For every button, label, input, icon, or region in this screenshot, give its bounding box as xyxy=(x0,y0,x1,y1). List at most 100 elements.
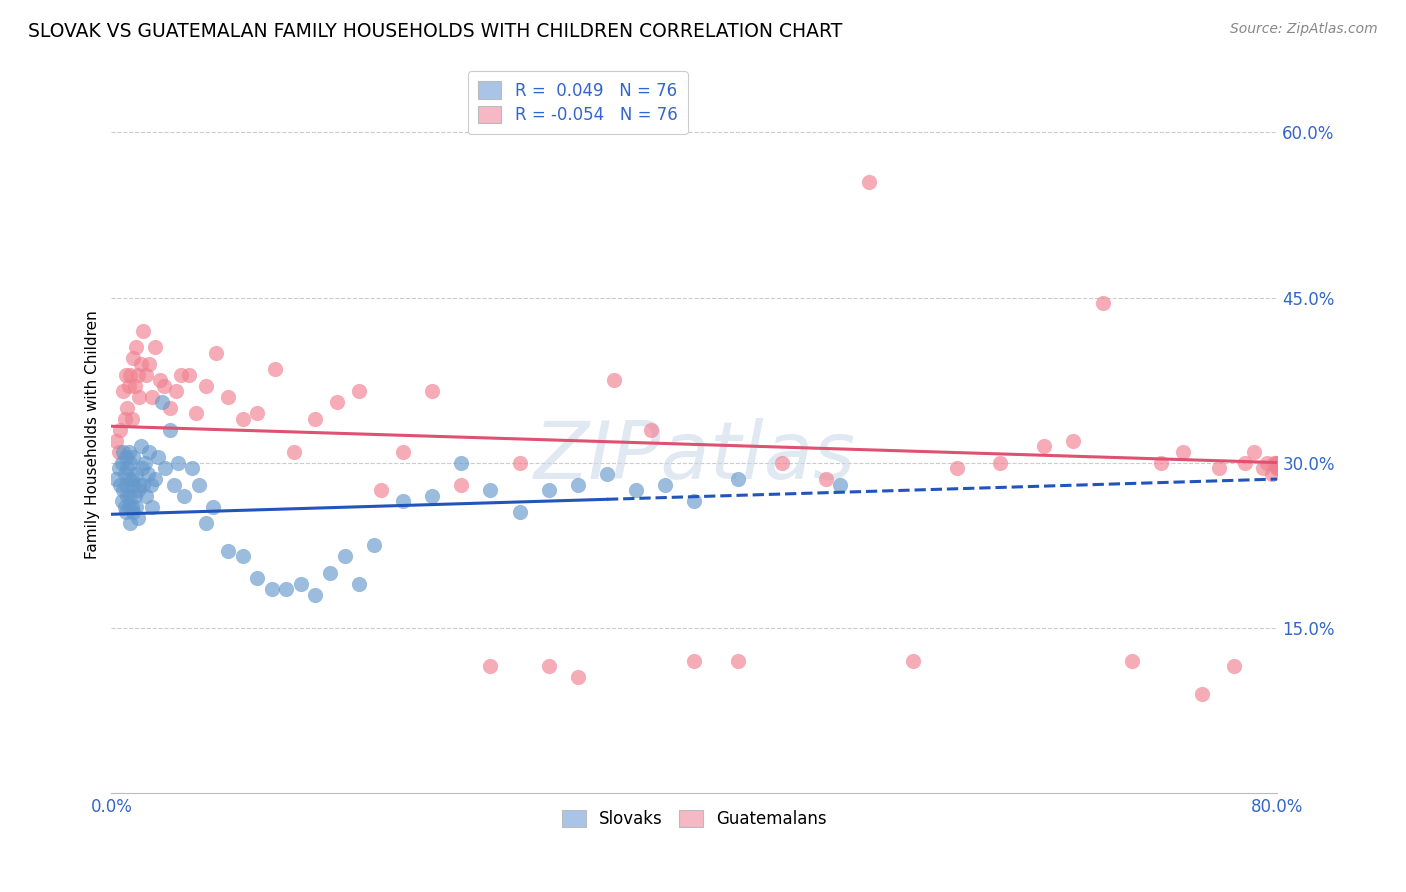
Point xyxy=(121,472,143,486)
Point xyxy=(1191,687,1213,701)
Point xyxy=(117,401,139,415)
Point xyxy=(107,461,129,475)
Point xyxy=(117,489,139,503)
Point xyxy=(1208,461,1230,475)
Point xyxy=(122,477,145,491)
Point xyxy=(333,549,356,563)
Point xyxy=(263,362,285,376)
Point xyxy=(135,489,157,503)
Point xyxy=(290,576,312,591)
Point xyxy=(683,494,706,508)
Point xyxy=(537,659,560,673)
Point xyxy=(114,467,136,481)
Point xyxy=(115,505,138,519)
Point xyxy=(118,500,141,514)
Point xyxy=(1251,461,1274,475)
Point xyxy=(114,411,136,425)
Legend: Slovaks, Guatemalans: Slovaks, Guatemalans xyxy=(555,803,834,834)
Point xyxy=(167,456,190,470)
Point xyxy=(1267,456,1289,470)
Point xyxy=(152,395,174,409)
Point xyxy=(683,654,706,668)
Point xyxy=(117,461,139,475)
Point xyxy=(246,571,269,585)
Point xyxy=(479,659,502,673)
Point xyxy=(139,477,162,491)
Y-axis label: Family Households with Children: Family Households with Children xyxy=(86,310,100,559)
Point xyxy=(163,477,186,491)
Point xyxy=(124,378,146,392)
Point xyxy=(118,378,141,392)
Point xyxy=(122,505,145,519)
Point xyxy=(319,566,342,580)
Point xyxy=(420,384,443,398)
Point xyxy=(114,500,136,514)
Point xyxy=(1267,461,1289,475)
Point xyxy=(112,483,135,497)
Point xyxy=(110,456,132,470)
Point xyxy=(120,516,142,530)
Point xyxy=(138,444,160,458)
Point xyxy=(138,357,160,371)
Point xyxy=(125,500,148,514)
Point xyxy=(112,444,135,458)
Point xyxy=(567,670,589,684)
Point xyxy=(858,175,880,189)
Point xyxy=(640,423,662,437)
Point xyxy=(132,324,155,338)
Point xyxy=(363,538,385,552)
Point xyxy=(770,456,793,470)
Point xyxy=(120,456,142,470)
Text: ZIPatlas: ZIPatlas xyxy=(533,417,855,495)
Point xyxy=(110,494,132,508)
Point xyxy=(132,477,155,491)
Point xyxy=(1091,296,1114,310)
Point xyxy=(814,472,837,486)
Point xyxy=(392,444,415,458)
Point xyxy=(118,444,141,458)
Point xyxy=(112,384,135,398)
Point xyxy=(304,588,326,602)
Point xyxy=(1243,444,1265,458)
Point xyxy=(128,477,150,491)
Point xyxy=(131,461,153,475)
Point xyxy=(1062,434,1084,448)
Point xyxy=(283,444,305,458)
Point xyxy=(1260,467,1282,481)
Point xyxy=(326,395,349,409)
Point xyxy=(479,483,502,497)
Point xyxy=(205,345,228,359)
Point xyxy=(115,450,138,464)
Point xyxy=(1150,456,1173,470)
Point xyxy=(232,411,254,425)
Point xyxy=(624,483,647,497)
Point xyxy=(177,368,200,382)
Point xyxy=(129,357,152,371)
Point xyxy=(567,477,589,491)
Point xyxy=(153,378,176,392)
Point xyxy=(170,368,193,382)
Point xyxy=(184,406,207,420)
Point xyxy=(1171,444,1194,458)
Text: Source: ZipAtlas.com: Source: ZipAtlas.com xyxy=(1230,22,1378,37)
Point xyxy=(120,368,142,382)
Point xyxy=(104,434,127,448)
Point xyxy=(450,477,472,491)
Point xyxy=(122,351,145,365)
Point xyxy=(107,444,129,458)
Point xyxy=(115,477,138,491)
Point xyxy=(1033,439,1056,453)
Point xyxy=(1267,461,1289,475)
Point xyxy=(165,384,187,398)
Point xyxy=(118,472,141,486)
Point xyxy=(246,406,269,420)
Point xyxy=(148,373,170,387)
Point xyxy=(159,401,181,415)
Point xyxy=(370,483,392,497)
Point xyxy=(392,494,415,508)
Point xyxy=(108,423,131,437)
Point xyxy=(134,456,156,470)
Point xyxy=(508,505,530,519)
Point xyxy=(195,516,218,530)
Point xyxy=(603,373,626,387)
